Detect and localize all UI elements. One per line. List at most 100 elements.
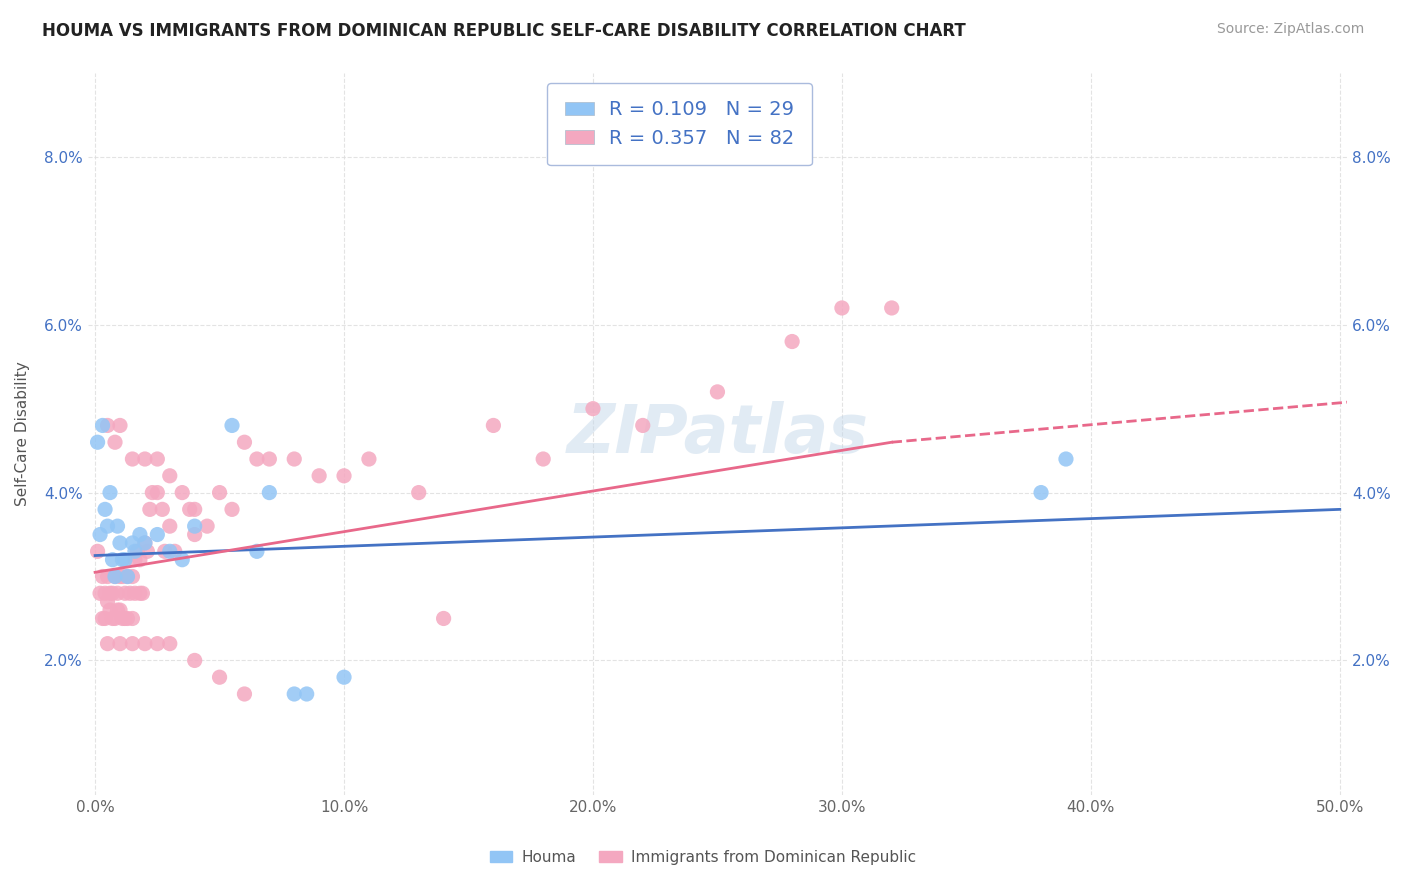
Point [146,485,169,500]
Point [706,384,728,399]
Point [108,418,131,433]
Point [98,586,121,600]
Point [111,611,134,625]
Point [98,603,121,617]
Legend: Houma, Immigrants from Dominican Republic: Houma, Immigrants from Dominican Republi… [484,844,922,871]
Point [153,544,176,558]
Point [183,653,205,667]
Point [129,527,152,541]
Point [98,485,121,500]
Point [333,468,356,483]
Point [104,435,127,450]
Text: ZIPatlas: ZIPatlas [567,401,869,467]
Point [141,485,163,500]
Point [531,452,554,467]
Point [104,611,127,625]
Point [780,334,803,349]
Point [163,544,186,558]
Point [108,536,131,550]
Point [246,452,269,467]
Point [104,569,127,583]
Point [117,569,139,583]
Point [121,637,143,651]
Point [831,301,853,315]
Point [101,586,124,600]
Point [159,468,181,483]
Point [129,586,152,600]
Point [94,502,117,516]
Point [408,485,430,500]
Point [114,552,136,566]
Point [283,452,305,467]
Point [118,586,141,600]
Point [131,586,153,600]
Point [139,502,162,516]
Point [89,527,111,541]
Point [86,544,108,558]
Point [246,544,269,558]
Point [195,519,218,533]
Point [259,452,281,467]
Point [172,552,194,566]
Text: Source: ZipAtlas.com: Source: ZipAtlas.com [1216,22,1364,37]
Point [482,418,505,433]
Legend: R = 0.109   N = 29, R = 0.357   N = 82: R = 0.109 N = 29, R = 0.357 N = 82 [547,83,813,165]
Point [121,452,143,467]
Point [96,519,118,533]
Point [111,552,134,566]
Point [134,536,156,550]
Point [134,452,156,467]
Point [111,569,134,583]
Point [308,468,330,483]
Point [136,544,159,558]
Point [259,485,281,500]
Text: HOUMA VS IMMIGRANTS FROM DOMINICAN REPUBLIC SELF-CARE DISABILITY CORRELATION CHA: HOUMA VS IMMIGRANTS FROM DOMINICAN REPUB… [42,22,966,40]
Point [89,586,111,600]
Point [582,401,605,416]
Point [104,569,127,583]
Point [86,435,108,450]
Point [129,552,152,566]
Point [880,301,903,315]
Point [107,603,129,617]
Point [208,485,231,500]
Point [101,552,124,566]
Point [159,519,181,533]
Point [134,637,156,651]
Point [433,611,456,625]
Point [357,452,380,467]
Point [208,670,231,684]
Point [179,502,201,516]
Y-axis label: Self-Care Disability: Self-Care Disability [15,361,30,507]
Point [101,611,124,625]
Point [121,611,143,625]
Point [146,452,169,467]
Point [124,586,146,600]
Point [127,544,149,558]
Point [91,418,114,433]
Point [233,687,256,701]
Point [94,586,117,600]
Point [96,418,118,433]
Point [1054,452,1077,467]
Point [107,519,129,533]
Point [295,687,318,701]
Point [91,569,114,583]
Point [108,569,131,583]
Point [146,527,169,541]
Point [108,603,131,617]
Point [221,418,243,433]
Point [117,569,139,583]
Point [631,418,654,433]
Point [108,637,131,651]
Point [159,637,181,651]
Point [150,502,173,516]
Point [94,611,117,625]
Point [333,670,356,684]
Point [114,611,136,625]
Point [114,586,136,600]
Point [91,611,114,625]
Point [183,527,205,541]
Point [221,502,243,516]
Point [233,435,256,450]
